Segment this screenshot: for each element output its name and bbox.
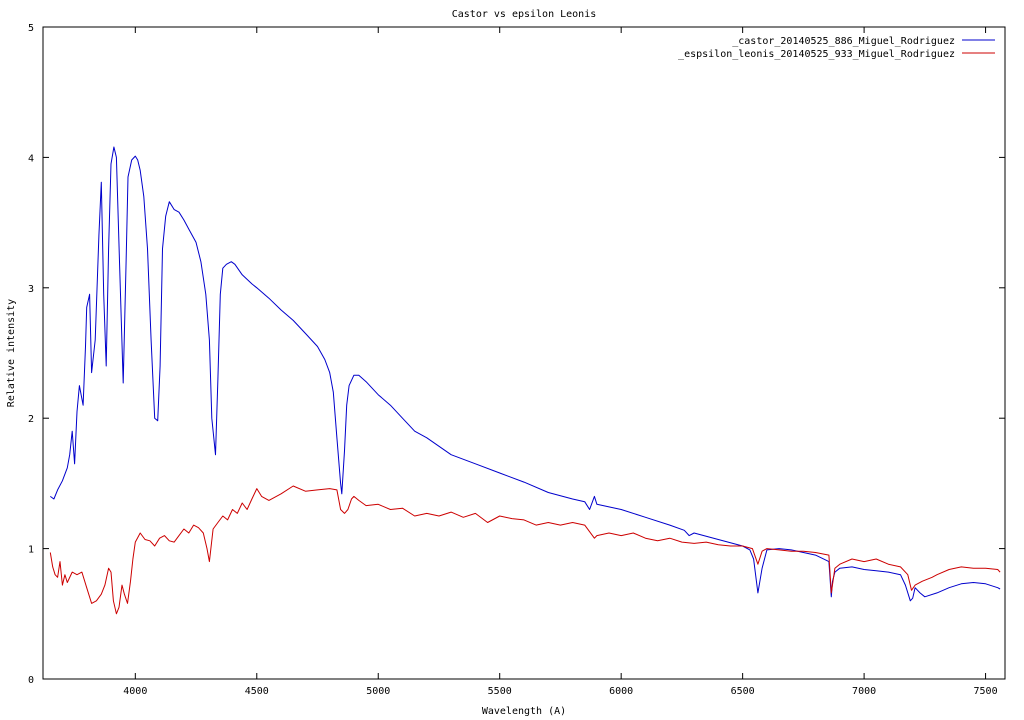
x-tick-label: 6500 <box>731 686 755 697</box>
plot-frame <box>42 26 1006 680</box>
legend-label: _espsilon_leonis_20140525_933_Miguel_Rod… <box>678 49 955 60</box>
y-tick-label: 2 <box>28 414 34 425</box>
axis-ticks: 4000 4500 5000 5500 6000 6500 7000 7500 0 1 2 3 4 5 <box>28 23 1005 697</box>
x-tick-label: 4500 <box>245 686 269 697</box>
legend-label: _castor_20140525_886_Miguel_Rodriguez <box>732 36 955 47</box>
y-tick-label: 5 <box>28 23 34 34</box>
x-tick-label: 6000 <box>609 686 633 697</box>
x-tick-label: 7000 <box>852 686 876 697</box>
x-tick-label: 7500 <box>974 686 998 697</box>
x-tick-label: 5500 <box>488 686 512 697</box>
legend: _castor_20140525_886_Miguel_Rodriguez _es… <box>678 36 995 60</box>
x-tick-label: 4000 <box>123 686 147 697</box>
series-line-0 <box>50 146 1001 602</box>
y-tick-label: 4 <box>28 153 34 164</box>
x-axis-label: Wavelength (A) <box>482 706 566 717</box>
y-tick-label: 3 <box>28 284 34 295</box>
y-tick-label: 1 <box>28 545 34 556</box>
x-tick-label: 5000 <box>366 686 390 697</box>
y-tick-label: 0 <box>28 675 34 686</box>
chart-title: Castor vs epsilon Leonis <box>452 9 597 20</box>
y-axis-label: Relative intensity <box>6 299 17 407</box>
series-layer <box>49 146 1001 615</box>
series-line-1 <box>49 485 1001 615</box>
